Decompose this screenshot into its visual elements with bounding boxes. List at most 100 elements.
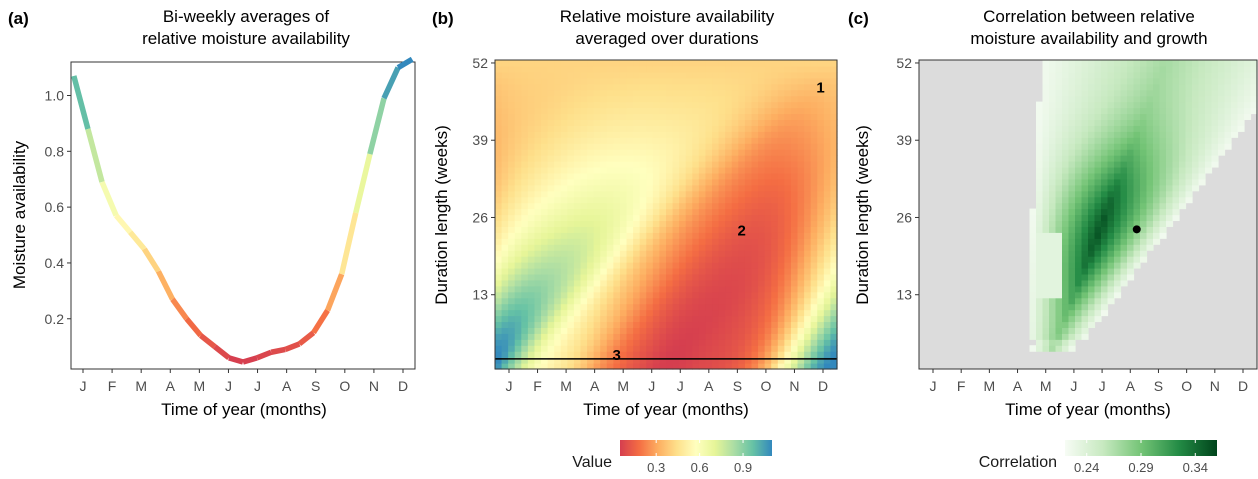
heatmap-cell [1107, 220, 1115, 227]
heatmap-cell [619, 345, 628, 352]
heatmap-cell [1192, 89, 1200, 97]
heatmap-cell [784, 232, 792, 239]
heatmap-cell [495, 291, 503, 299]
heatmap-cell [810, 262, 818, 269]
heatmap-cell [580, 315, 588, 323]
heatmap-cell [705, 89, 713, 97]
heatmap-cell [495, 303, 503, 311]
heatmap-cell [718, 89, 726, 97]
heatmap-cell [1081, 77, 1089, 85]
heatmap-cell [495, 125, 503, 132]
heatmap-cell [593, 220, 601, 227]
heatmap-cell [1075, 113, 1083, 121]
heatmap-cell [725, 119, 733, 126]
heatmap-cell [633, 143, 641, 150]
heatmap-cell [587, 315, 595, 323]
heatmap-cell [718, 143, 726, 150]
heatmap-cell [521, 267, 529, 275]
heatmap-cell [547, 238, 555, 245]
heatmap-cell [1224, 125, 1232, 132]
heatmap-cell [685, 166, 693, 174]
heatmap-cell [1049, 83, 1057, 91]
heatmap-cell [1094, 89, 1102, 97]
heatmap-cell [1042, 309, 1050, 317]
heatmap-cell [751, 327, 759, 334]
heatmap-cell [541, 315, 549, 323]
heatmap-cell [626, 65, 634, 73]
heatmap-cell [666, 83, 674, 91]
heatmap-cell [1231, 131, 1239, 138]
heatmap-cell [1114, 172, 1122, 180]
heatmap-cell [547, 262, 555, 269]
heatmap-cell [1075, 297, 1083, 305]
heatmap-cell [1068, 107, 1076, 115]
heatmap-cell [758, 131, 766, 138]
heatmap-cell [797, 101, 805, 109]
heatmap-cell [790, 77, 799, 85]
heatmap-cell [804, 345, 812, 352]
heatmap-cell [547, 315, 555, 323]
heatmap-cell [646, 351, 654, 358]
heatmap-cell [804, 256, 812, 263]
heatmap-cell [646, 119, 654, 126]
heatmap-cell [679, 345, 687, 352]
heatmap-cell [619, 125, 628, 132]
heatmap-cell [1055, 250, 1063, 257]
heatmap-cell [1094, 273, 1102, 281]
heatmap-cell [1224, 89, 1232, 97]
heatmap-cell [1055, 208, 1063, 216]
heatmap-cell [659, 137, 667, 144]
heatmap-cell [1172, 196, 1180, 204]
heatmap-cell [613, 214, 621, 222]
heatmap-cell [1185, 71, 1193, 79]
heatmap-cell [547, 363, 555, 370]
heatmap-cell [652, 363, 661, 370]
heatmap-cell [672, 214, 680, 222]
heatmap-cell [652, 256, 661, 263]
heatmap-cell [1146, 202, 1154, 210]
heatmap-cell [823, 107, 832, 115]
heatmap-cell [1068, 172, 1076, 180]
heatmap-cell [718, 149, 726, 156]
heatmap-cell [817, 238, 825, 245]
heatmap-cell [659, 178, 667, 186]
heatmap-cell [1075, 119, 1083, 126]
panel-a-label: (a) [8, 9, 29, 28]
heatmap-cell [1068, 65, 1076, 73]
heatmap-cell [764, 256, 772, 263]
heatmap-cell [764, 202, 772, 210]
heatmap-cell [1159, 232, 1167, 239]
heatmap-cell [1081, 155, 1089, 162]
heatmap-cell [1075, 60, 1083, 67]
heatmap-cell [1088, 137, 1096, 144]
heatmap-cell [738, 214, 746, 222]
heatmap-cell [652, 238, 661, 245]
heatmap-cell [573, 107, 582, 115]
heatmap-cell [514, 267, 522, 275]
heatmap-cell [810, 184, 818, 192]
heatmap-cell [1114, 125, 1122, 132]
heatmap-cell [672, 303, 680, 311]
heatmap-cell [712, 161, 720, 168]
heatmap-cell [514, 113, 522, 121]
heatmap-cell [1036, 196, 1044, 204]
heatmap-cell [1042, 327, 1050, 334]
heatmap-cell [534, 131, 542, 138]
heatmap-cell [823, 143, 832, 150]
colorbar-tick-label: 0.6 [691, 460, 709, 475]
heatmap-cell [804, 161, 812, 168]
heatmap-cell [685, 172, 693, 180]
heatmap-cell [626, 357, 634, 364]
heatmap-cell [764, 238, 772, 245]
heatmap-cell [501, 238, 509, 245]
heatmap-cell [593, 279, 601, 287]
heatmap-cell [560, 232, 568, 239]
heatmap-cell [771, 220, 779, 227]
heatmap-cell [606, 143, 614, 150]
heatmap-cell [1114, 166, 1122, 174]
heatmap-cell [527, 327, 536, 334]
heatmap-cell [619, 363, 628, 370]
heatmap-cell [823, 137, 832, 144]
heatmap-cell [495, 178, 503, 186]
heatmap-cell [1062, 333, 1070, 340]
